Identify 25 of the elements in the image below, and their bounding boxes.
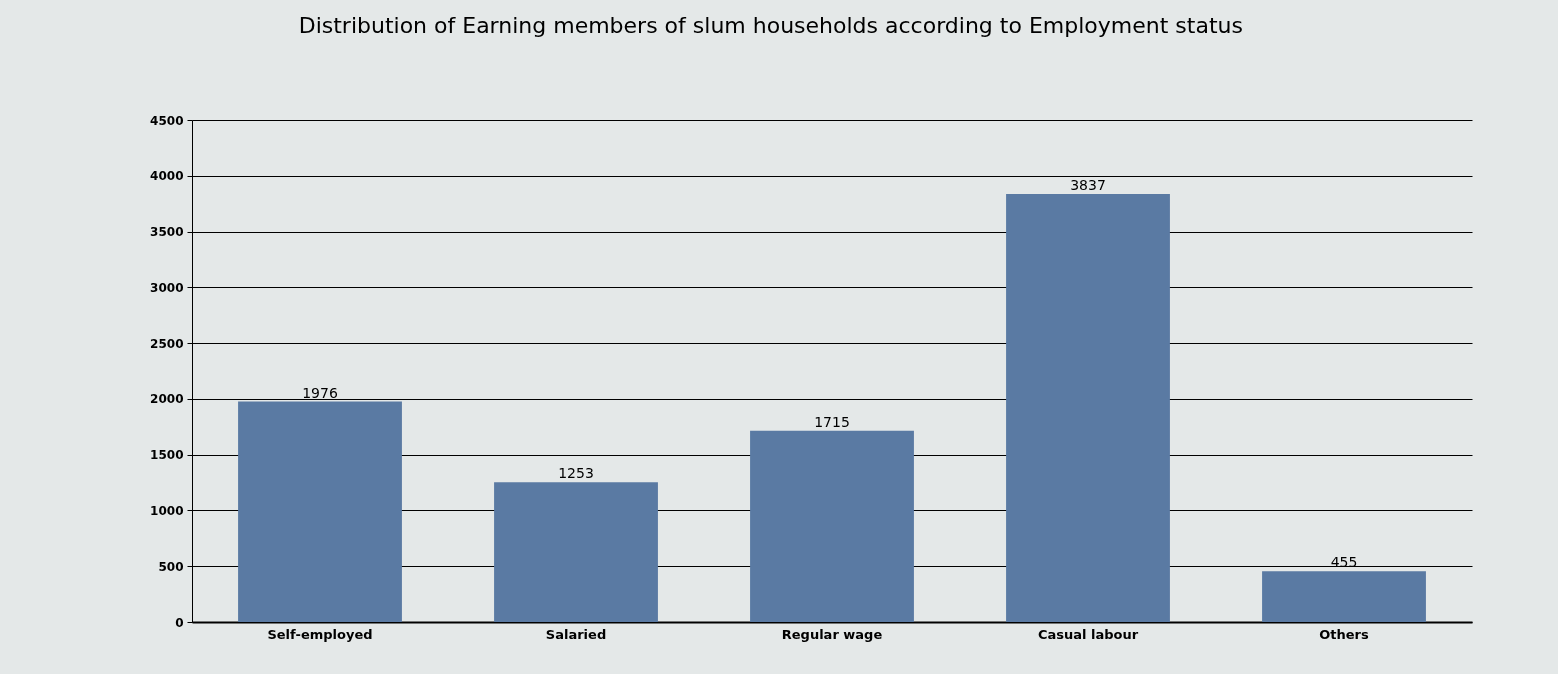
bar [1262, 571, 1426, 622]
x-tick-label: Regular wage [781, 626, 883, 642]
data-label: 1253 [558, 465, 594, 482]
bar [238, 401, 402, 622]
bar [1006, 193, 1170, 622]
chart-title: Distribution of Earning members of slum households according to Employment status [298, 13, 1243, 38]
y-tick-label: 2000 [150, 392, 184, 407]
x-tick-label: Others [1319, 626, 1369, 642]
y-tick-label: 4500 [150, 113, 184, 128]
bar [750, 430, 914, 622]
y-tick-label: 0 [175, 615, 184, 630]
y-tick-label: 3000 [150, 280, 184, 295]
y-tick-label: 1500 [150, 448, 184, 463]
x-tick-label: Casual labour [1037, 626, 1139, 642]
y-tick-label: 500 [158, 559, 184, 574]
y-tick-label: 2500 [150, 336, 184, 351]
data-label: 1976 [302, 384, 338, 401]
data-label: 1715 [814, 413, 850, 430]
x-tick-label: Self-employed [267, 626, 373, 642]
x-tick-label: Salaried [545, 626, 607, 642]
data-label: 3837 [1070, 176, 1106, 193]
bar [494, 482, 658, 622]
y-tick-label: 1000 [150, 503, 184, 518]
y-tick-label: 4000 [150, 169, 184, 184]
y-tick-label: 3500 [150, 225, 184, 240]
